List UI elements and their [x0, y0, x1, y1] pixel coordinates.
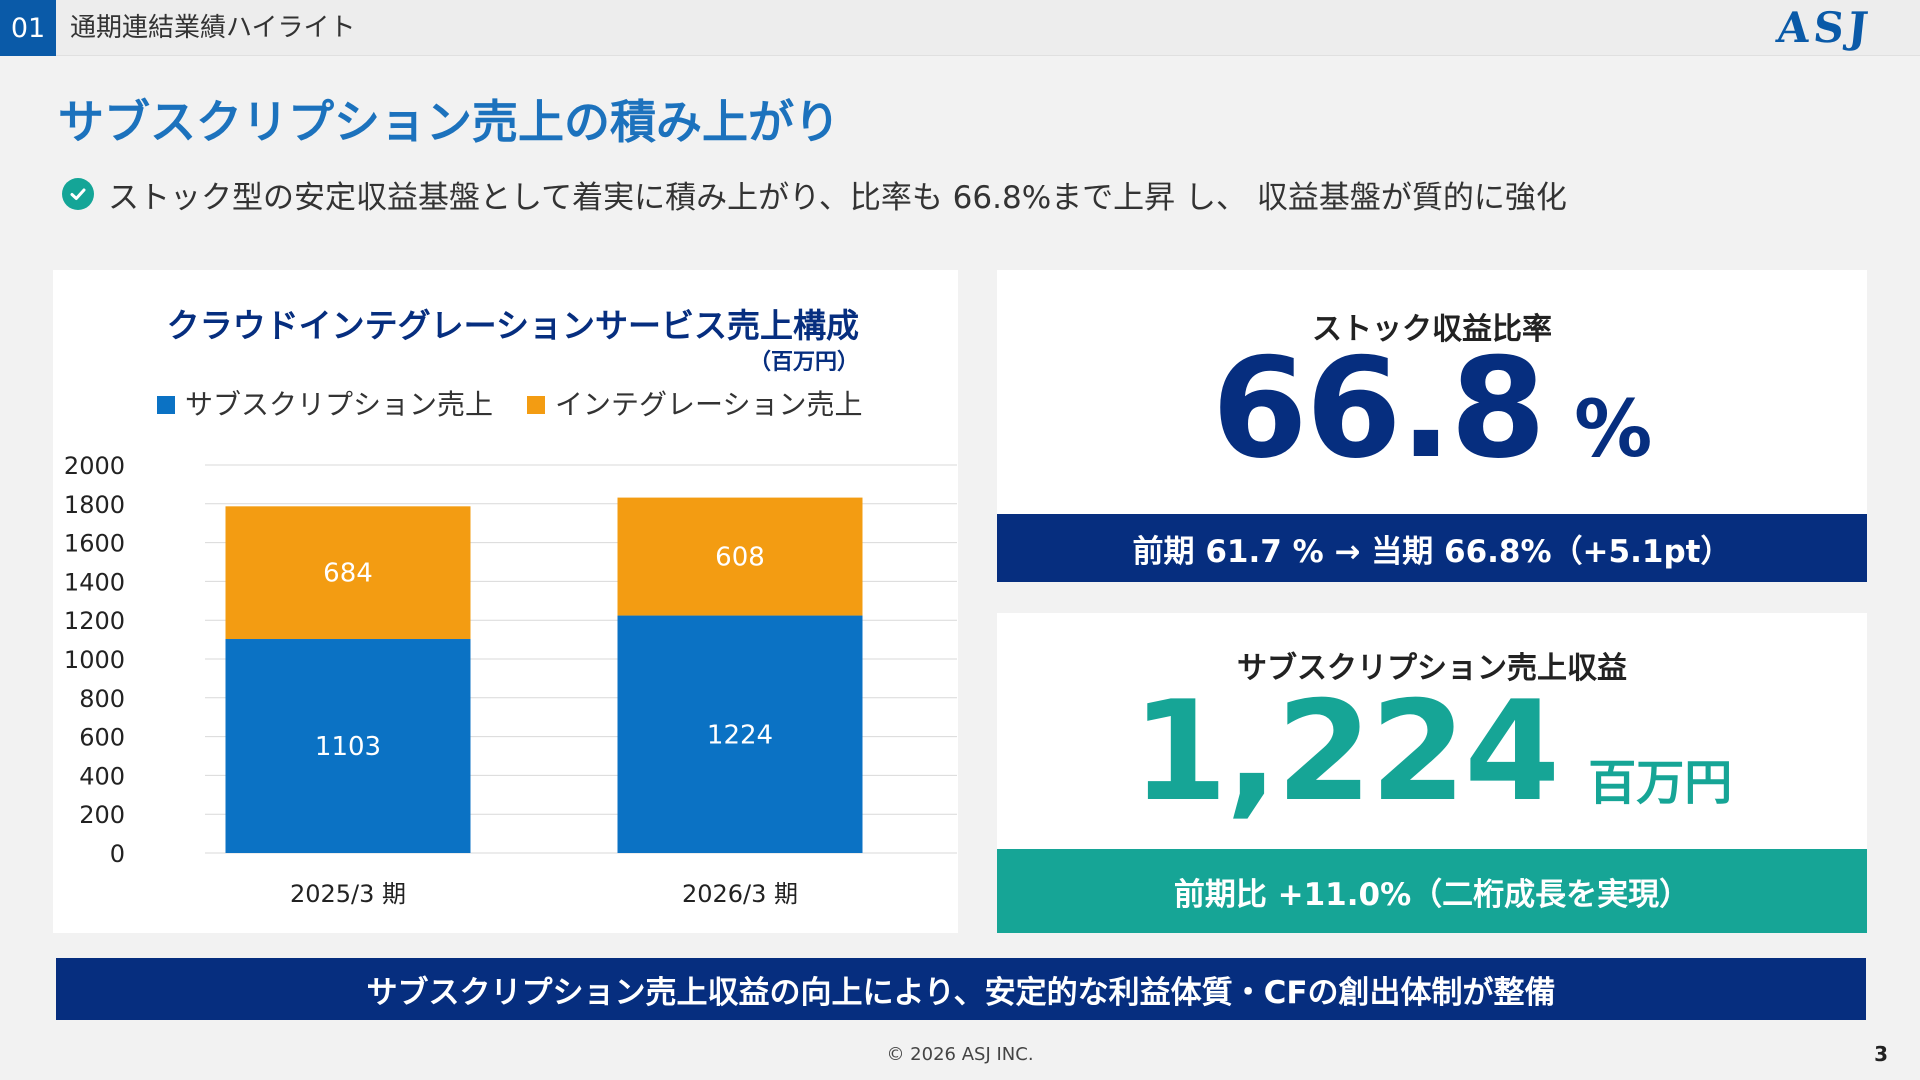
y-tick-label-8: 1600 — [64, 530, 125, 558]
subscription-revenue-card: サブスクリプション売上収益 1,224 百万円 前期比 +11.0%（二桁成長を… — [997, 613, 1867, 933]
chart-unit: （百万円） — [749, 350, 859, 375]
y-tick-label-3: 600 — [79, 724, 125, 752]
stock-ratio-value: 66.8 — [1211, 328, 1546, 489]
bar-1-1 — [617, 497, 863, 616]
summary-banner: サブスクリプション売上収益の向上により、安定的な利益体質・CFの創出体制が整備 — [56, 958, 1866, 1020]
chart-panel: クラウドインテグレーションサービス売上構成 （百万円） サブスクリプション売上 インテ… — [53, 270, 958, 933]
y-tick-label-9: 1800 — [64, 491, 125, 519]
bar-0-0 — [225, 639, 471, 853]
y-tick-label-2: 400 — [79, 762, 125, 790]
data-label-1-1: 608 — [715, 543, 765, 573]
y-tick-label-1: 200 — [79, 801, 125, 829]
y-tick-label-4: 800 — [79, 685, 125, 713]
subtitle: ストック型の安定収益基盤として着実に積み上がり、比率も 66.8%まで上昇 し、… — [62, 172, 1567, 216]
subtitle-text: ストック型の安定収益基盤として着実に積み上がり、比率も 66.8%まで上昇 し、… — [108, 179, 1567, 216]
stock-ratio-figure: 66.8 % — [997, 340, 1867, 478]
bar-0-1 — [617, 615, 863, 853]
subscription-revenue-value: 1,224 — [1131, 671, 1561, 832]
y-tick-label-6: 1200 — [64, 607, 125, 635]
stock-ratio-card: ストック収益比率 66.8 % 前期 61.7 % → 当期 66.8%（+5.… — [997, 270, 1867, 582]
stock-ratio-label: ストック収益比率 — [1312, 312, 1552, 347]
copyright: © 2026 ASJ INC. — [886, 1044, 1034, 1065]
chart-title: クラウドインテグレーションサービス売上構成 — [167, 306, 859, 345]
page-title: サブスクリプション売上の積み上がり — [58, 95, 840, 149]
stacked-bar-chart: クラウドインテグレーションサービス売上構成 （百万円） サブスクリプション売上 インテ… — [64, 306, 957, 908]
data-label-0-0: 1103 — [315, 732, 381, 762]
y-tick-label-7: 1400 — [64, 568, 125, 596]
data-label-0-1: 1224 — [707, 720, 773, 750]
page-number: 3 — [1874, 1042, 1888, 1066]
section-title: 通期連結業績ハイライト — [70, 13, 356, 43]
x-tick-label-1: 2026/3 期 — [682, 880, 798, 908]
y-tick-label-0: 0 — [110, 840, 125, 868]
data-label-1-0: 684 — [323, 559, 373, 589]
check-circle-icon — [62, 178, 94, 210]
subscription-revenue-note: 前期比 +11.0%（二桁成長を実現） — [997, 849, 1867, 933]
y-tick-label-5: 1000 — [64, 646, 125, 674]
company-logo: ASJ — [1774, 3, 1875, 52]
subscription-revenue-unit: 百万円 — [1588, 755, 1733, 811]
legend-swatch-0 — [157, 396, 175, 414]
stock-ratio-note: 前期 61.7 % → 当期 66.8%（+5.1pt） — [997, 514, 1867, 582]
subscription-revenue-figure: 1,224 百万円 — [997, 683, 1867, 821]
legend-swatch-1 — [527, 396, 545, 414]
header-bar: 01 通期連結業績ハイライト ASJ — [0, 0, 1920, 56]
subscription-revenue-label: サブスクリプション売上収益 — [1237, 651, 1627, 686]
bar-1-0 — [225, 506, 471, 640]
stock-ratio-unit: % — [1574, 385, 1653, 475]
y-tick-label-10: 2000 — [64, 452, 125, 480]
legend-label-0: サブスクリプション売上 — [185, 388, 493, 421]
section-number: 01 — [0, 0, 56, 56]
legend-label-1: インテグレーション売上 — [555, 388, 862, 421]
x-tick-label-0: 2025/3 期 — [290, 880, 406, 908]
